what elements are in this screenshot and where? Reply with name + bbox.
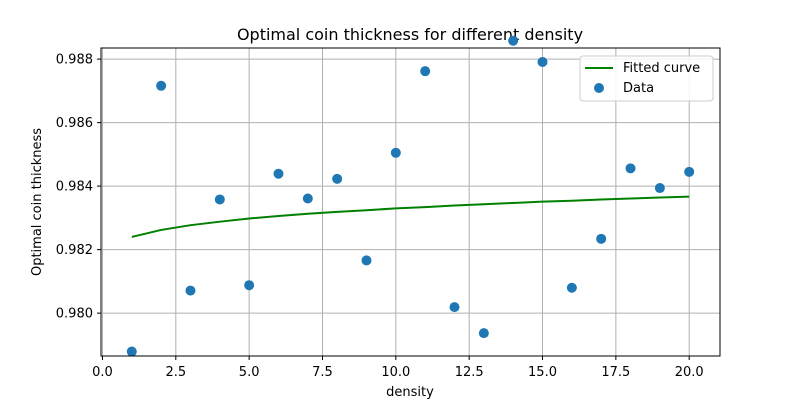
data-point [596, 233, 607, 244]
data-point [273, 168, 284, 179]
scatter-layer [126, 35, 695, 357]
data-point [449, 302, 460, 313]
legend: Fitted curve Data [579, 55, 714, 102]
data-point [420, 66, 431, 77]
data-point [126, 346, 137, 357]
legend-entry-data: Data [623, 81, 654, 96]
x-tick-label: 5.0 [239, 365, 260, 380]
data-point [566, 282, 577, 293]
data-point [625, 163, 636, 174]
y-tick-label: 0.980 [56, 307, 93, 322]
x-axis-ticks: 0.0 2.5 5.0 7.5 10.0 12.5 15.0 17.5 20.0 [92, 356, 704, 380]
legend-entry-fitted-curve: Fitted curve [623, 61, 700, 76]
y-axis-ticks: 0.980 0.982 0.984 0.986 0.988 [56, 53, 101, 322]
data-point [361, 255, 372, 266]
plot-frame [100, 47, 721, 357]
data-point [332, 173, 343, 184]
y-tick-label: 0.986 [56, 116, 93, 131]
data-point [214, 194, 225, 205]
x-tick-label: 17.5 [601, 365, 630, 380]
data-point [185, 285, 196, 296]
legend-box [579, 55, 714, 102]
legend-dot-swatch [594, 83, 604, 93]
data-point [537, 56, 548, 67]
y-tick-label: 0.988 [56, 53, 93, 68]
x-tick-label: 0.0 [92, 365, 113, 380]
data-point [654, 183, 665, 194]
chart-title: Optimal coin thickness for different den… [237, 25, 583, 44]
x-tick-label: 7.5 [312, 365, 333, 380]
data-point [244, 280, 255, 291]
x-tick-label: 20.0 [675, 365, 704, 380]
x-tick-label: 10.0 [381, 365, 410, 380]
data-point [302, 193, 313, 204]
data-point [478, 328, 489, 339]
x-axis-label: density [386, 385, 434, 400]
x-tick-label: 2.5 [165, 365, 186, 380]
data-point [156, 80, 167, 91]
y-axis-label: Optimal coin thickness [30, 128, 45, 276]
y-tick-label: 0.984 [56, 180, 93, 195]
data-point [684, 166, 695, 177]
fitted-curve-line [131, 195, 690, 238]
y-tick-label: 0.982 [56, 243, 93, 258]
data-point [390, 147, 401, 158]
x-tick-label: 12.5 [455, 365, 484, 380]
x-tick-label: 15.0 [528, 365, 557, 380]
fitted-curve-layer [131, 195, 690, 238]
data-point [508, 35, 519, 46]
